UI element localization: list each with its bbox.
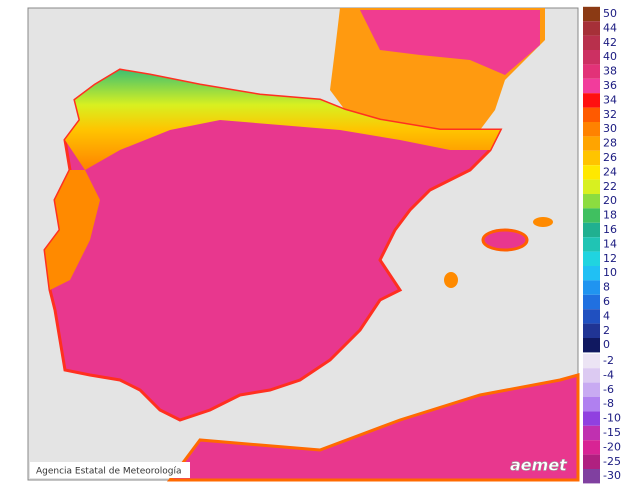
legend-swatch	[583, 454, 600, 469]
legend-label: 42	[603, 36, 617, 49]
legend-label: 2	[603, 324, 610, 337]
legend-swatch	[583, 353, 600, 369]
legend-label: -30	[603, 469, 621, 482]
attribution-box	[30, 462, 190, 478]
iberia	[43, 68, 503, 422]
legend-label: -4	[603, 368, 614, 381]
legend-label: -10	[603, 412, 621, 425]
legend-swatch	[583, 411, 600, 426]
legend-label: 18	[603, 209, 617, 222]
north-coast	[65, 70, 500, 170]
legend-swatch	[583, 237, 600, 252]
legend-swatch	[583, 50, 600, 65]
legend-label: -15	[603, 426, 621, 439]
legend-swatch	[583, 266, 600, 281]
legend: 5044424038363432302826242220181614121086…	[583, 6, 621, 484]
legend-label: 30	[603, 122, 617, 135]
legend-swatch	[583, 107, 600, 122]
legend-swatch	[583, 6, 600, 22]
legend-label: 0	[603, 338, 610, 351]
legend-swatch	[583, 93, 600, 108]
legend-swatch	[583, 280, 600, 295]
legend-swatch	[583, 382, 600, 397]
legend-label: 16	[603, 223, 617, 236]
menorca	[533, 217, 553, 227]
legend-swatch	[583, 309, 600, 324]
legend-label: -20	[603, 440, 621, 453]
legend-swatch	[583, 440, 600, 455]
attribution: Agencia Estatal de Meteorología	[36, 467, 182, 477]
legend-swatch	[583, 78, 600, 94]
mallorca	[481, 228, 529, 252]
legend-label: 22	[603, 180, 617, 193]
legend-swatch	[583, 165, 600, 180]
legend-label: 34	[603, 93, 617, 106]
legend-swatch	[583, 122, 600, 137]
legend-swatch	[583, 21, 600, 36]
legend-swatch	[583, 323, 600, 338]
legend-label: 50	[603, 7, 617, 20]
ibiza	[444, 272, 458, 288]
legend-swatch	[583, 208, 600, 223]
legend-swatch	[583, 294, 600, 310]
legend-label: 28	[603, 137, 617, 150]
legend-label: -2	[603, 354, 614, 367]
logo: aemet	[510, 456, 568, 475]
legend-label: 14	[603, 237, 617, 250]
legend-label: 44	[603, 21, 617, 34]
map: Agencia Estatal de Meteorología aemet	[27, 7, 580, 482]
legend-label: 40	[603, 50, 617, 63]
west-coast	[45, 170, 100, 290]
legend-label: 38	[603, 65, 617, 78]
legend-label: 36	[603, 79, 617, 92]
legend-label: 26	[603, 151, 617, 164]
france-hot	[360, 10, 540, 75]
legend-swatch	[583, 222, 600, 238]
legend-swatch	[583, 35, 600, 50]
legend-label: -25	[603, 455, 621, 468]
legend-label: 8	[603, 281, 610, 294]
legend-label: 4	[603, 309, 610, 322]
legend-swatch	[583, 368, 600, 383]
legend-swatch	[583, 251, 600, 266]
legend-swatch	[583, 397, 600, 412]
legend-label: -6	[603, 383, 614, 396]
legend-swatch	[583, 425, 600, 441]
legend-swatch	[583, 338, 600, 353]
legend-swatch	[583, 136, 600, 151]
legend-swatch	[583, 64, 600, 79]
legend-swatch	[583, 469, 600, 484]
africa	[167, 373, 580, 482]
legend-label: 10	[603, 266, 617, 279]
legend-swatch	[583, 179, 600, 194]
legend-label: 12	[603, 252, 617, 265]
legend-label: 6	[603, 295, 610, 308]
legend-label: -8	[603, 397, 614, 410]
legend-label: 20	[603, 194, 617, 207]
legend-swatch	[583, 150, 600, 166]
legend-label: 32	[603, 108, 617, 121]
legend-swatch	[583, 194, 600, 209]
legend-label: 24	[603, 165, 617, 178]
